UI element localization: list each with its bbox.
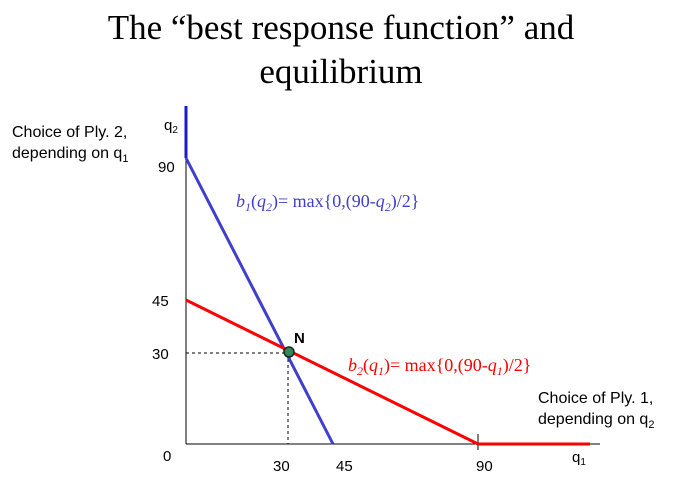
b2-eq-b-sub: 2 [357, 364, 363, 378]
x-axis-note-line-2-text: depending on q [538, 411, 649, 428]
b1-eq-rhs-end: )/2} [391, 191, 420, 212]
title-line-2: equilibrium [259, 52, 423, 91]
b1-line [184, 157, 335, 445]
y-axis-note: Choice of Ply. 2, depending on q1 [12, 122, 128, 170]
b2-equation: b2(q1)= max{0,(90-q1)/2} [348, 355, 531, 378]
b1-eq-rhs-q-sub: 2 [385, 200, 391, 214]
b1-eq-q-sub: 2 [266, 200, 272, 214]
y-tick-label-90: 90 [158, 159, 175, 176]
y-axis-variable-subscript: 2 [172, 125, 178, 136]
b2-line [185, 298, 479, 446]
equilibrium-label: N [294, 330, 305, 347]
title-line-1: The “best response function” and [107, 8, 575, 47]
x-axis-note-line-1: Choice of Ply. 1, [538, 390, 654, 407]
x-axis-variable-letter: q [572, 449, 580, 466]
b2-eq-q: q [369, 355, 378, 375]
b2-eq-rhs-q-sub: 1 [497, 364, 503, 378]
y-axis-variable: q2 [164, 117, 178, 136]
b2-eq-rhs-q: q [488, 355, 497, 375]
y-axis-note-line-2-text: depending on q [12, 145, 123, 162]
x-axis-note: Choice of Ply. 1, depending on q2 [538, 388, 654, 436]
b1-eq-rhs-start: = max{0,(90- [278, 191, 376, 212]
b1-eq-b-sub: 1 [245, 200, 251, 214]
b2-eq-b: b [348, 355, 357, 375]
x-tick-label-90: 90 [476, 458, 493, 475]
b1-eq-b: b [236, 191, 245, 211]
b1-eq-q: q [257, 191, 266, 211]
b1-eq-rhs-q: q [376, 191, 385, 211]
x-axis-variable-subscript: 1 [580, 457, 586, 468]
b1-eq-close-paren: ) [272, 191, 278, 212]
b1-eq-open-paren: ( [251, 191, 257, 212]
x-axis-note-line-2: depending on q2 [538, 409, 654, 436]
y-axis-variable-letter: q [164, 117, 172, 134]
x-tick-label-45: 45 [336, 458, 353, 475]
b2-eq-rhs-start: = max{0,(90- [390, 355, 488, 376]
b1-equation: b1(q2)= max{0,(90-q2)/2} [236, 191, 419, 214]
x-axis-variable: q1 [572, 449, 586, 468]
y-tick-label-30: 30 [152, 346, 169, 363]
y-axis-note-subscript: 1 [122, 153, 129, 166]
x-tick-label-30: 30 [273, 458, 290, 475]
b2-eq-close-paren: ) [384, 355, 390, 376]
b2-eq-rhs-end: )/2} [503, 355, 532, 376]
y-axis-note-line-1: Choice of Ply. 2, [12, 124, 128, 141]
slide-title: The “best response function” and equilib… [0, 6, 682, 94]
y-axis-note-line-2: depending on q1 [12, 143, 128, 170]
b2-eq-open-paren: ( [363, 355, 369, 376]
origin-label: 0 [163, 448, 171, 465]
equilibrium-point [283, 346, 295, 358]
x-axis-note-subscript: 2 [648, 419, 655, 432]
y-tick-label-45: 45 [152, 293, 169, 310]
b2-eq-q-sub: 1 [378, 364, 384, 378]
